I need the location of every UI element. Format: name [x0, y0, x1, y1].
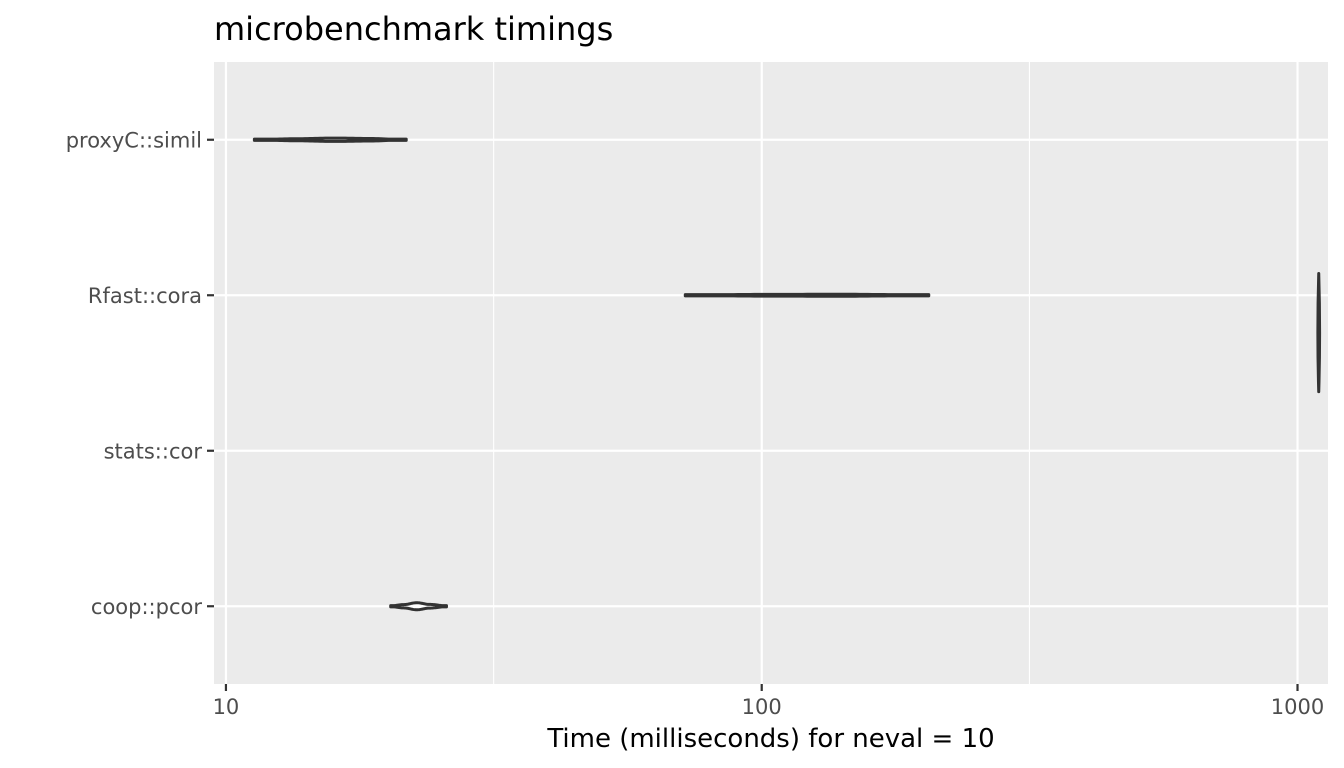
violins	[252, 136, 1322, 612]
x-axis: 10 100 1000	[213, 684, 1324, 719]
violin-stats-cor	[1316, 271, 1322, 394]
y-axis: proxyC::similRfast::corastats::corcoop::…	[66, 128, 214, 619]
x-tick-label: 10	[213, 695, 240, 719]
violin-coop-pcor	[389, 601, 448, 612]
chart-title: microbenchmark timings	[214, 10, 613, 48]
x-axis-title: Time (milliseconds) for neval = 10	[546, 724, 994, 754]
violin-proxyc-simil	[252, 136, 408, 143]
y-tick-label: Rfast::cora	[88, 284, 202, 308]
y-tick-label: coop::pcor	[91, 595, 202, 619]
x-tick-label: 100	[742, 695, 782, 719]
violin-rfast-cora	[683, 292, 931, 298]
x-tick-label: 1000	[1271, 695, 1324, 719]
plot-panel	[214, 62, 1328, 684]
y-tick-label: proxyC::simil	[66, 128, 202, 152]
y-tick-label: stats::cor	[104, 439, 203, 463]
